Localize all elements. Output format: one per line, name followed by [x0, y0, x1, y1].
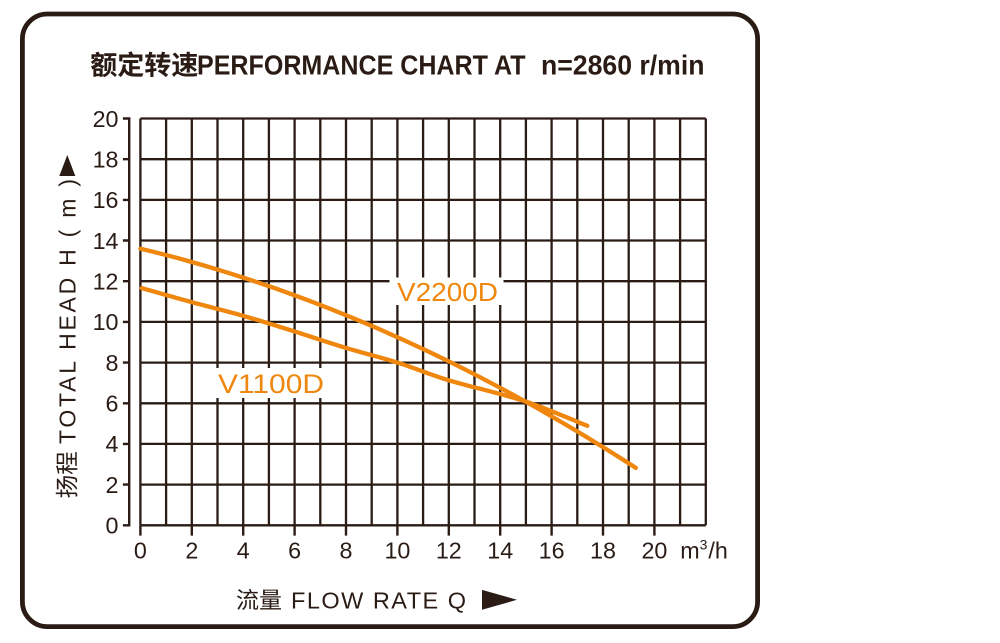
svg-text:2: 2 — [106, 472, 119, 498]
svg-text:8: 8 — [340, 538, 353, 564]
svg-text:6: 6 — [106, 391, 119, 417]
svg-text:10: 10 — [93, 309, 119, 335]
svg-text:10: 10 — [384, 538, 410, 564]
svg-text:0: 0 — [134, 538, 147, 564]
svg-text:PERFORMANCE CHART AT: PERFORMANCE CHART AT — [197, 50, 526, 81]
svg-text:FLOW RATE Q: FLOW RATE Q — [291, 587, 466, 613]
svg-text:0: 0 — [106, 513, 119, 539]
svg-text:14: 14 — [93, 228, 119, 254]
svg-text:4: 4 — [106, 431, 119, 457]
svg-text:n=2860 r/min: n=2860 r/min — [541, 50, 705, 81]
svg-text:TOTAL HEAD H ( m ): TOTAL HEAD H ( m ) — [55, 179, 81, 444]
svg-text:12: 12 — [436, 538, 462, 564]
svg-text:12: 12 — [93, 269, 119, 295]
svg-text:V1100D: V1100D — [218, 369, 324, 399]
svg-text:8: 8 — [106, 350, 119, 376]
svg-text:4: 4 — [237, 538, 250, 564]
svg-text:16: 16 — [93, 187, 119, 213]
svg-text:16: 16 — [539, 538, 565, 564]
svg-text:18: 18 — [590, 538, 616, 564]
svg-text:18: 18 — [93, 147, 119, 173]
svg-text:6: 6 — [288, 538, 301, 564]
svg-text:2: 2 — [185, 538, 198, 564]
svg-text:V2200D: V2200D — [397, 279, 498, 307]
svg-text:20: 20 — [93, 106, 119, 132]
svg-text:20: 20 — [641, 538, 667, 564]
svg-text:14: 14 — [487, 538, 513, 564]
